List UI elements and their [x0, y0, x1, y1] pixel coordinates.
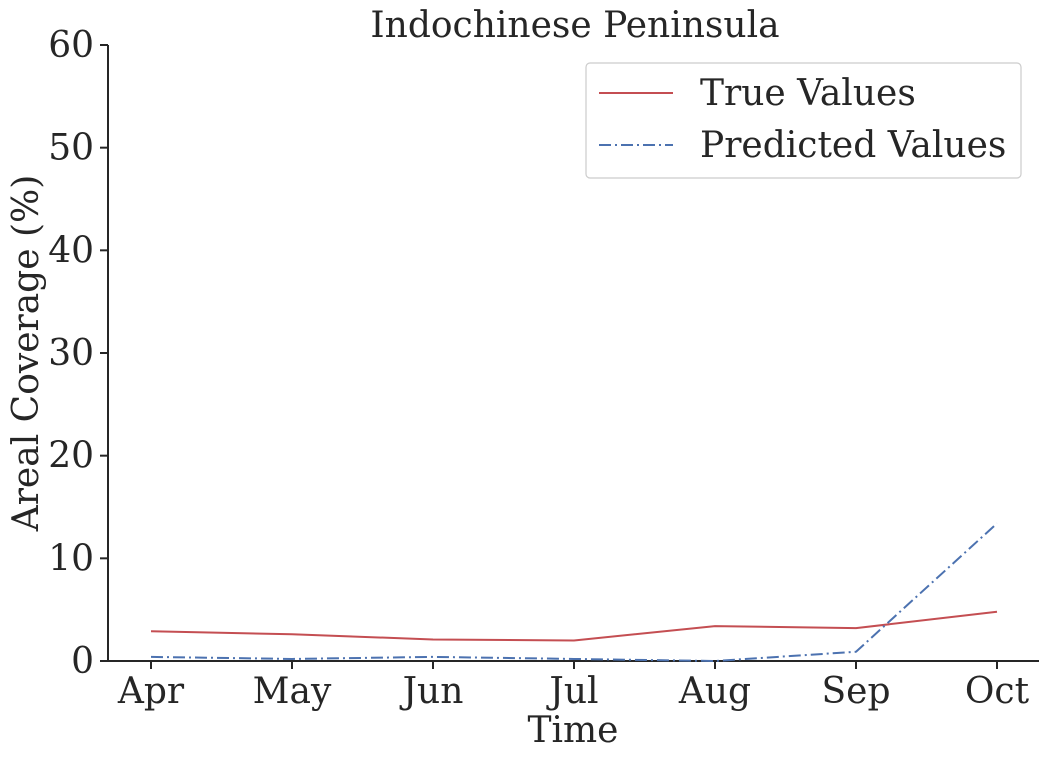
x-tick-label: Apr [117, 671, 185, 712]
y-axis-ticks: 0 10 20 30 40 50 60 [48, 25, 108, 682]
y-tick-label: 40 [48, 230, 94, 271]
series-line-true-values [150, 610, 998, 642]
x-axis-label: Time [528, 710, 619, 751]
series-line-predicted-values [150, 522, 998, 662]
y-tick-label: 30 [48, 333, 94, 374]
series-lines [150, 522, 998, 662]
x-tick-label: Oct [965, 671, 1030, 712]
y-axis-label: Areal Coverage (%) [6, 175, 47, 533]
y-tick-label: 10 [48, 538, 94, 579]
y-tick-label: 20 [48, 436, 94, 477]
legend-label: True Values [700, 73, 916, 114]
legend-label: Predicted Values [700, 125, 1006, 166]
x-tick-label: Aug [678, 671, 751, 712]
x-axis-ticks: Apr May Jun Jul Aug Sep Oct [117, 661, 1030, 712]
x-tick-label: Jun [399, 671, 464, 712]
x-tick-label: Jul [545, 671, 598, 712]
legend-box [585, 62, 1022, 179]
x-tick-label: May [253, 671, 332, 712]
y-tick-label: 50 [48, 128, 94, 169]
y-tick-label: 0 [71, 641, 94, 682]
y-tick-label: 60 [48, 25, 94, 66]
legend: True Values Predicted Values [585, 62, 1022, 179]
chart-title: Indochinese Peninsula [370, 5, 779, 46]
x-tick-label: Sep [821, 671, 890, 712]
